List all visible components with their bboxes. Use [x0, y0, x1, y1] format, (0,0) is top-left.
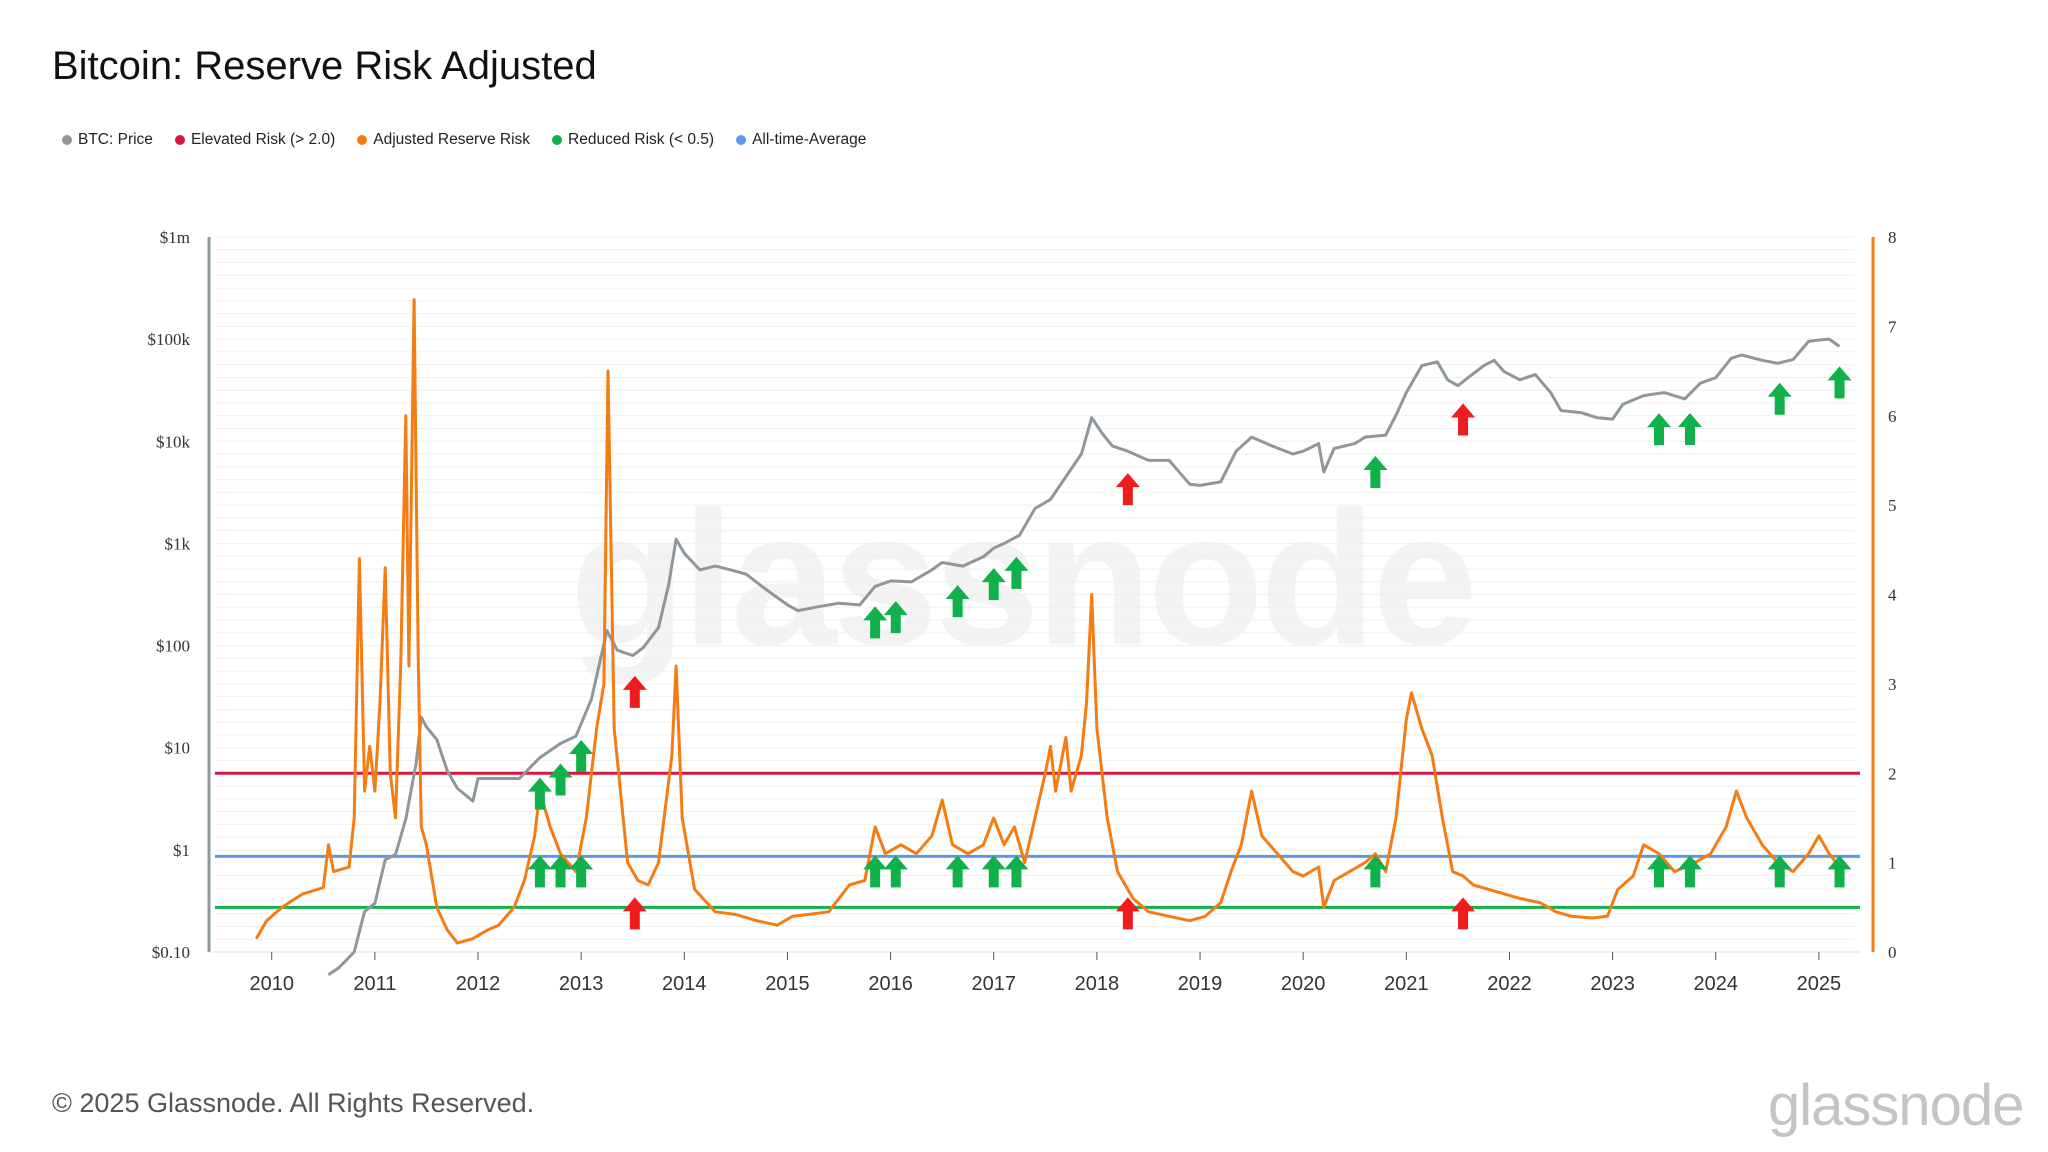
x-tick-label: 2023	[1590, 973, 1635, 995]
green-arrow-icon	[548, 763, 573, 796]
green-arrow-icon	[1827, 366, 1852, 399]
red-arrow-icon	[1451, 897, 1476, 930]
x-tick-label: 2025	[1797, 973, 1842, 995]
brand-logo: glassnode	[1768, 1073, 2024, 1138]
green-arrow-icon	[883, 601, 908, 634]
y-left-tick-label: $0.10	[152, 943, 190, 962]
green-arrow-icon	[1004, 855, 1029, 888]
legend: BTC: Price Elevated Risk (> 2.0) Adjuste…	[62, 131, 866, 149]
y-right-tick-label: 1	[1888, 854, 1897, 873]
chart-title: Bitcoin: Reserve Risk Adjusted	[52, 44, 597, 88]
green-arrow-icon	[1677, 413, 1702, 446]
series-adjusted-reserve-risk-line	[254, 298, 1841, 945]
x-tick-label: 2015	[765, 973, 810, 995]
green-arrow-icon	[569, 740, 594, 773]
y-right-tick-label: 6	[1888, 407, 1897, 426]
x-tick-label: 2022	[1487, 973, 1532, 995]
y-left-tick-label: $100	[156, 637, 190, 656]
x-tick-label: 2011	[353, 973, 396, 995]
y-right-tick-label: 7	[1888, 317, 1897, 336]
y-right-tick-label: 5	[1888, 496, 1897, 515]
legend-label-all-time-average: All-time-Average	[752, 131, 867, 148]
green-arrow-icon	[1647, 855, 1672, 888]
legend-dot-btc-price	[62, 135, 72, 145]
x-tick-label: 2010	[249, 973, 294, 995]
x-tick-label: 2014	[662, 973, 707, 995]
red-arrow-icon	[622, 675, 647, 708]
legend-dot-all-time-average	[736, 135, 747, 145]
green-arrow-icon	[1827, 855, 1852, 888]
green-arrow-icon	[1363, 855, 1388, 888]
green-arrow-icon	[1363, 456, 1388, 489]
y-right-tick-label: 8	[1888, 228, 1897, 247]
legend-item-btc-price[interactable]: BTC: Price	[62, 131, 153, 149]
green-arrow-icon	[527, 777, 552, 810]
green-arrow-icon	[863, 606, 888, 639]
y-right-tick-label: 2	[1888, 764, 1897, 783]
legend-item-reduced-risk[interactable]: Reduced Risk (< 0.5)	[552, 131, 714, 149]
x-tick-label: 2012	[456, 973, 501, 995]
series-btc-price-line	[327, 337, 1841, 976]
green-arrow-icon	[945, 855, 970, 888]
x-tick-label: 2020	[1281, 973, 1326, 995]
copyright-footer: © 2025 Glassnode. All Rights Reserved.	[52, 1088, 535, 1118]
green-arrow-icon	[863, 855, 888, 888]
green-arrow-icon	[527, 855, 552, 888]
x-tick-label: 2019	[1178, 973, 1223, 995]
y-left-tick-label: $1	[173, 841, 190, 860]
legend-label-reduced-risk: Reduced Risk (< 0.5)	[568, 131, 715, 148]
red-arrow-icon	[1115, 897, 1140, 930]
y-left-tick-label: $100k	[148, 330, 191, 349]
legend-item-adjusted-reserve-risk[interactable]: Adjusted Reserve Risk	[357, 131, 530, 149]
legend-label-elevated-risk: Elevated Risk (> 2.0)	[190, 131, 336, 148]
green-arrow-icon	[1677, 855, 1702, 888]
y-left-tick-label: $1m	[160, 228, 190, 247]
red-arrow-icon	[1115, 473, 1140, 506]
legend-label-adjusted-reserve-risk: Adjusted Reserve Risk	[373, 131, 531, 148]
y-left-tick-label: $10	[165, 739, 191, 758]
red-arrow-icon	[622, 897, 647, 930]
red-arrow-icon	[1451, 403, 1476, 436]
x-tick-label: 2018	[1075, 973, 1120, 995]
green-arrow-icon	[981, 568, 1006, 601]
legend-label-btc-price: BTC: Price	[78, 131, 153, 148]
x-tick-label: 2017	[971, 973, 1016, 995]
y-right-tick-label: 3	[1888, 675, 1897, 694]
green-arrow-icon	[548, 855, 573, 888]
legend-item-elevated-risk[interactable]: Elevated Risk (> 2.0)	[174, 131, 336, 149]
x-tick-label: 2021	[1384, 973, 1429, 995]
y-right-tick-label: 0	[1888, 943, 1897, 962]
green-arrow-icon	[945, 585, 970, 618]
green-arrow-icon	[981, 855, 1006, 888]
y-left-tick-label: $10k	[156, 432, 191, 451]
green-arrow-icon	[1004, 556, 1029, 589]
green-arrow-icon	[883, 855, 908, 888]
x-tick-label: 2016	[868, 973, 913, 995]
legend-dot-reduced-risk	[552, 135, 563, 145]
y-right-tick-label: 4	[1888, 586, 1897, 605]
green-arrow-icon	[1767, 382, 1792, 415]
y-left-tick-label: $1k	[165, 534, 191, 553]
green-arrow-icon	[1767, 855, 1792, 888]
legend-dot-elevated-risk	[174, 135, 185, 145]
legend-dot-adjusted-reserve-risk	[357, 135, 368, 145]
x-tick-label: 2024	[1694, 973, 1739, 995]
legend-item-all-time-average[interactable]: All-time-Average	[736, 131, 866, 149]
green-arrow-icon	[1647, 413, 1672, 446]
x-tick-label: 2013	[559, 973, 604, 995]
green-arrow-icon	[569, 855, 594, 888]
